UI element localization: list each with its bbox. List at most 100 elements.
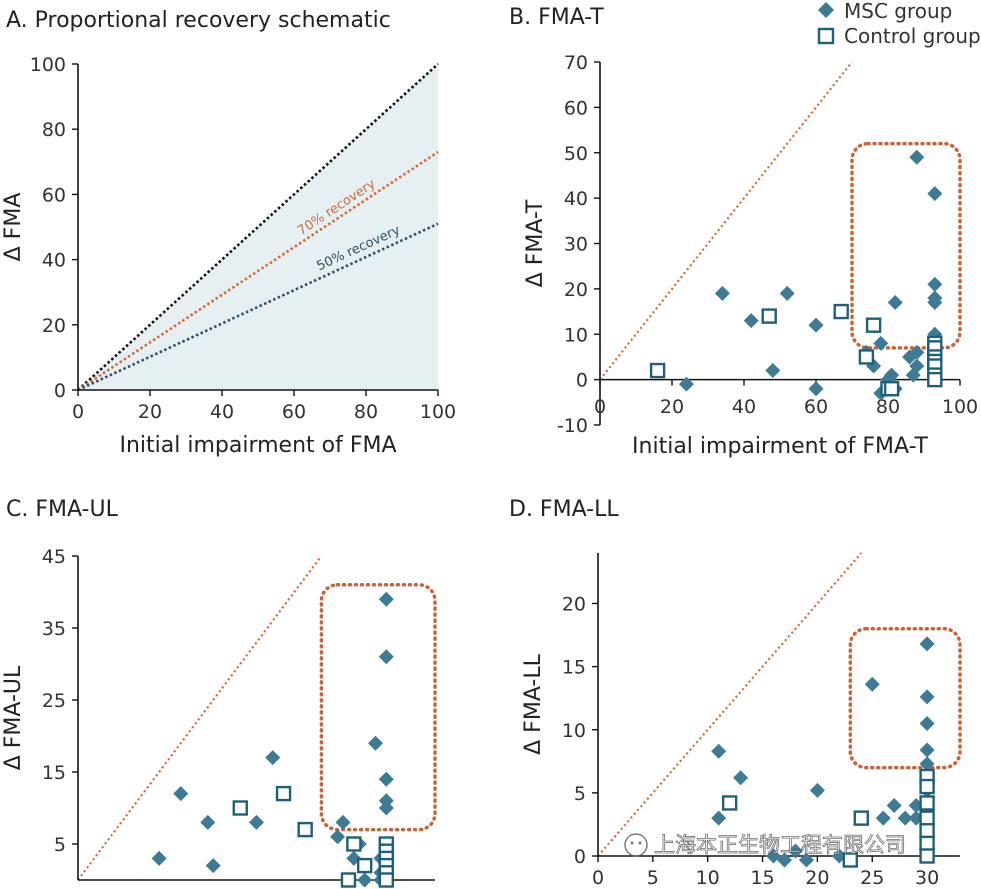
- y-tick-label: 40: [564, 188, 588, 210]
- legend-msc-marker: [818, 2, 834, 18]
- y-tick-label: 20: [42, 315, 66, 337]
- msc-point: [357, 872, 373, 888]
- msc-point: [909, 358, 925, 374]
- highlight-box: [850, 141, 962, 350]
- y-tick-label: 50: [564, 143, 588, 165]
- identity-reference-line: [597, 552, 863, 857]
- msc-point: [200, 814, 216, 830]
- msc-point: [378, 771, 394, 787]
- legend-control-marker: [817, 27, 835, 45]
- control-point: [275, 785, 292, 802]
- x-tick-label: 60: [804, 396, 828, 418]
- control-point: [232, 800, 248, 816]
- control-point: [919, 848, 935, 864]
- x-tick-label: 100: [420, 401, 456, 423]
- x-tick-label: 10: [696, 867, 720, 889]
- y-tick-label: 100: [30, 54, 66, 76]
- panel-c-title: C. FMA-UL: [6, 497, 119, 522]
- control-point: [297, 821, 313, 838]
- y-tick-label: 45: [42, 546, 66, 568]
- control-point: [919, 810, 935, 826]
- msc-point: [886, 798, 902, 813]
- msc-point: [205, 858, 221, 874]
- y-tick-label: 0: [574, 846, 586, 868]
- y-tick-label: 15: [42, 762, 66, 784]
- control-point: [853, 810, 869, 826]
- highlight-box: [319, 583, 437, 832]
- wechat-icon-eye: [638, 841, 642, 845]
- wechat-icon-eye: [630, 841, 634, 845]
- msc-point: [919, 689, 935, 705]
- msc-point: [330, 829, 346, 845]
- control-point: [761, 308, 777, 324]
- identity-reference-line: [77, 555, 323, 881]
- control-point: [858, 349, 875, 365]
- control-point: [721, 795, 738, 811]
- y-tick-label: -10: [557, 415, 588, 437]
- control-point: [649, 362, 666, 379]
- msc-point: [919, 636, 935, 652]
- full-recovery-line: [77, 63, 439, 391]
- msc-point: [809, 782, 825, 798]
- msc-point: [897, 810, 913, 826]
- wechat-icon: [624, 833, 648, 857]
- msc-point: [798, 852, 814, 868]
- panel-d-title: D. FMA-LL: [509, 497, 619, 522]
- msc-point: [743, 313, 759, 329]
- x-tick-label: 40: [732, 396, 756, 418]
- y-tick-label: 0: [576, 370, 588, 392]
- msc-point: [919, 715, 935, 731]
- msc-point: [927, 294, 943, 310]
- y-axis-label: Δ FMA: [1, 193, 26, 262]
- control-point: [340, 872, 357, 888]
- recovery-70-line: [77, 150, 439, 392]
- msc-point: [711, 810, 727, 826]
- msc-point: [887, 294, 903, 310]
- msc-point: [378, 591, 394, 607]
- msc-point: [808, 381, 824, 397]
- x-tick-label: 100: [942, 396, 978, 418]
- x-tick-label: 0: [592, 867, 604, 889]
- y-axis-label: Δ FMA-LL: [521, 653, 546, 754]
- control-point: [842, 852, 859, 868]
- x-tick-label: 15: [750, 867, 774, 889]
- msc-point: [808, 317, 824, 333]
- identity-reference-line: [599, 61, 853, 381]
- msc-point: [265, 750, 281, 766]
- msc-point: [787, 843, 803, 859]
- control-point: [378, 872, 395, 888]
- x-tick-label: 40: [210, 401, 234, 423]
- control-point: [927, 371, 943, 388]
- control-point: [346, 836, 362, 852]
- msc-point: [249, 814, 264, 830]
- panel-d: D. FMA-LL 0 5 10 15 20 0 5 10 15 20 25 30 Δ FMA-LL: [509, 497, 962, 889]
- x-tick-label: 5: [647, 867, 659, 889]
- highlight-box: [848, 627, 962, 770]
- y-tick-label: 5: [54, 834, 66, 856]
- control-point: [919, 823, 935, 839]
- legend-control-label: Control group: [844, 24, 981, 48]
- x-tick-label: 60: [282, 401, 306, 423]
- msc-point: [875, 810, 891, 826]
- y-tick-label: 35: [42, 618, 66, 640]
- y-tick-label: 30: [564, 234, 588, 256]
- y-tick-label: 25: [42, 690, 66, 712]
- y-tick-label: 70: [564, 52, 588, 74]
- msc-point: [909, 149, 925, 165]
- legend-msc-label: MSC group: [844, 0, 952, 23]
- msc-point: [733, 770, 749, 786]
- msc-point: [678, 376, 694, 392]
- x-tick-label: 80: [354, 401, 378, 423]
- control-point: [865, 317, 882, 333]
- x-tick-label: 0: [594, 396, 606, 418]
- panel-b-title: B. FMA-T: [509, 5, 604, 30]
- msc-point: [335, 814, 351, 830]
- msc-point: [151, 850, 167, 866]
- msc-point: [378, 649, 394, 665]
- panel-a-title: A. Proportional recovery schematic: [6, 8, 391, 33]
- y-tick-label: 5: [574, 783, 586, 805]
- y-tick-label: 10: [564, 324, 588, 346]
